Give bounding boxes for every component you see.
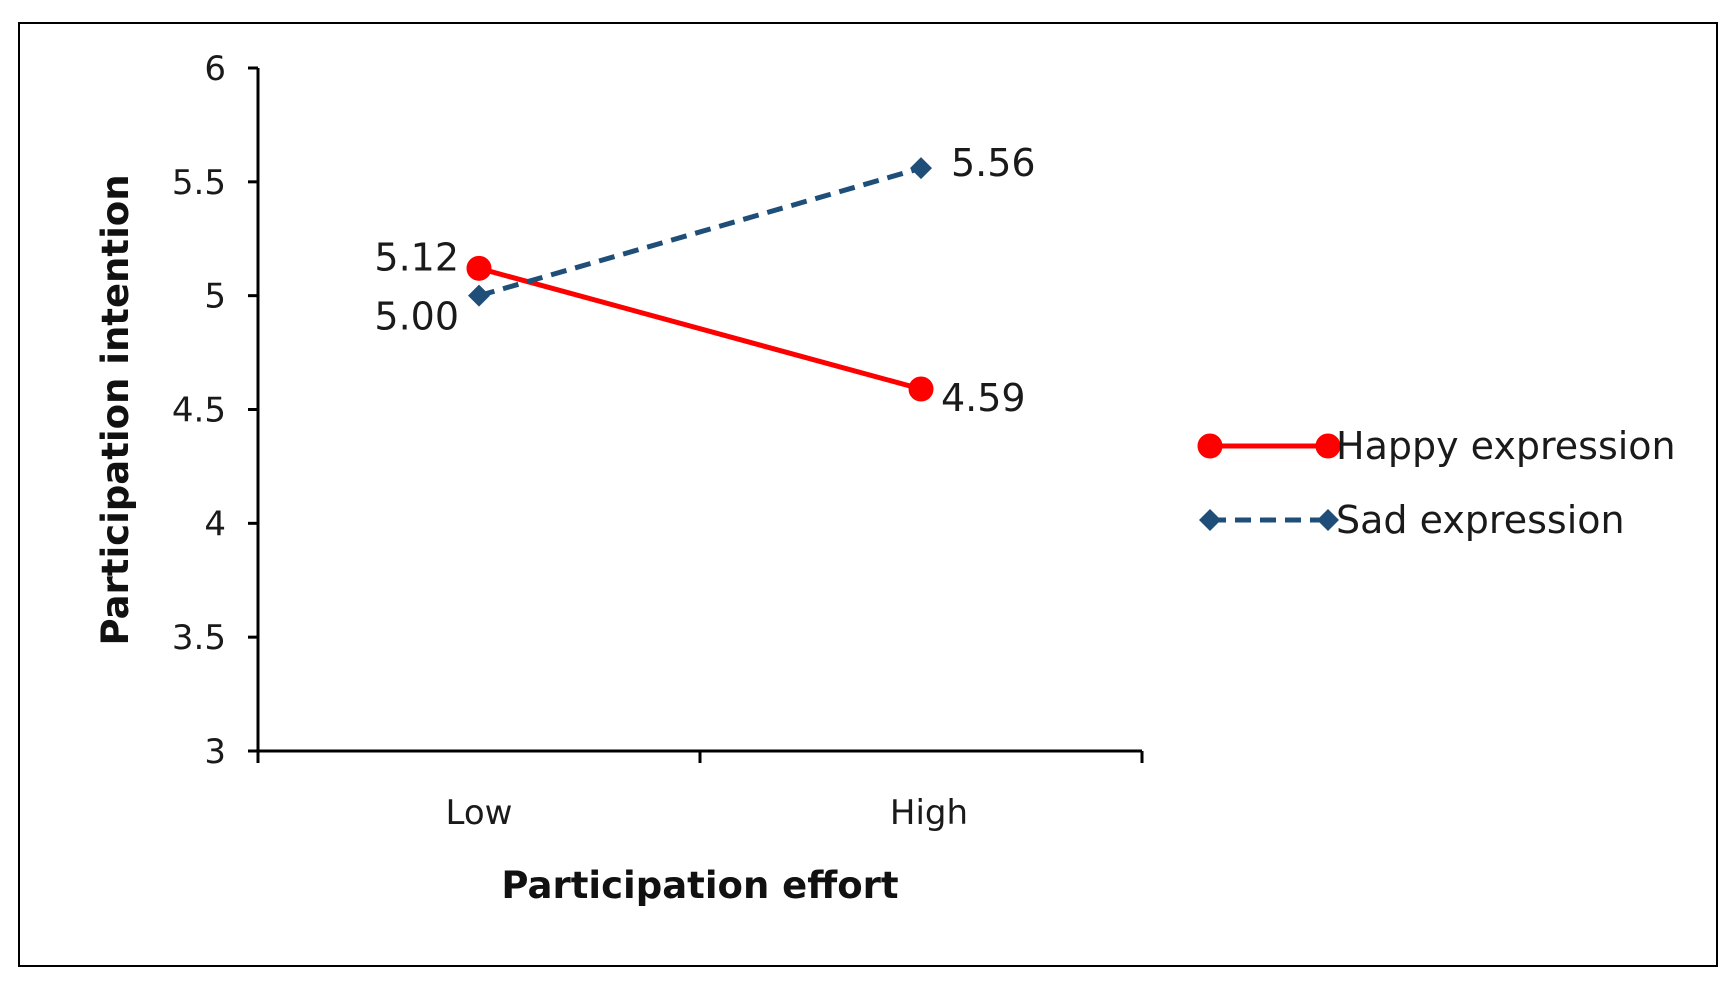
data-label: 5.00 [374,295,459,339]
series-line-happy [478,265,922,392]
legend-item: Happy expression [1197,424,1676,468]
chart-frame [18,22,1718,967]
y-tick-label: 4 [204,504,226,544]
x-ticks: Low High [256,751,1144,833]
legend-marker [1197,433,1223,459]
legend-label: Happy expression [1336,424,1676,468]
y-tick-label: 6 [204,49,226,89]
legend-marker [1315,433,1341,459]
legend-item: Sad expression [1199,498,1625,542]
data-point-marker [910,157,932,180]
x-axis-title: Participation effort [501,864,898,907]
legend: Happy expression Sad expression [1197,424,1676,542]
series-layer [466,157,934,402]
data-label: 4.59 [941,376,1026,420]
y-tick-label: 5.5 [172,163,226,203]
x-tick-label: Low [446,793,513,833]
series-line-sad [478,165,922,299]
data-label: 5.12 [374,235,459,279]
data-point-marker [468,284,490,307]
legend-marker [1317,509,1339,531]
legend-label: Sad expression [1336,498,1625,542]
y-ticks: 3 3.5 4 4.5 5 5.5 6 [172,49,258,772]
data-label: 5.56 [951,141,1036,185]
data-point-marker [908,376,934,402]
x-tick-label: High [890,793,968,833]
legend-marker [1199,509,1221,531]
y-tick-label: 3.5 [172,618,226,658]
y-tick-label: 3 [204,732,226,772]
y-tick-label: 4.5 [172,391,226,431]
y-tick-label: 5 [204,277,226,317]
y-axis-title: Participation intention [94,174,137,645]
data-point-marker [466,255,492,281]
data-labels: 5.12 4.59 5.00 5.56 [374,141,1035,420]
